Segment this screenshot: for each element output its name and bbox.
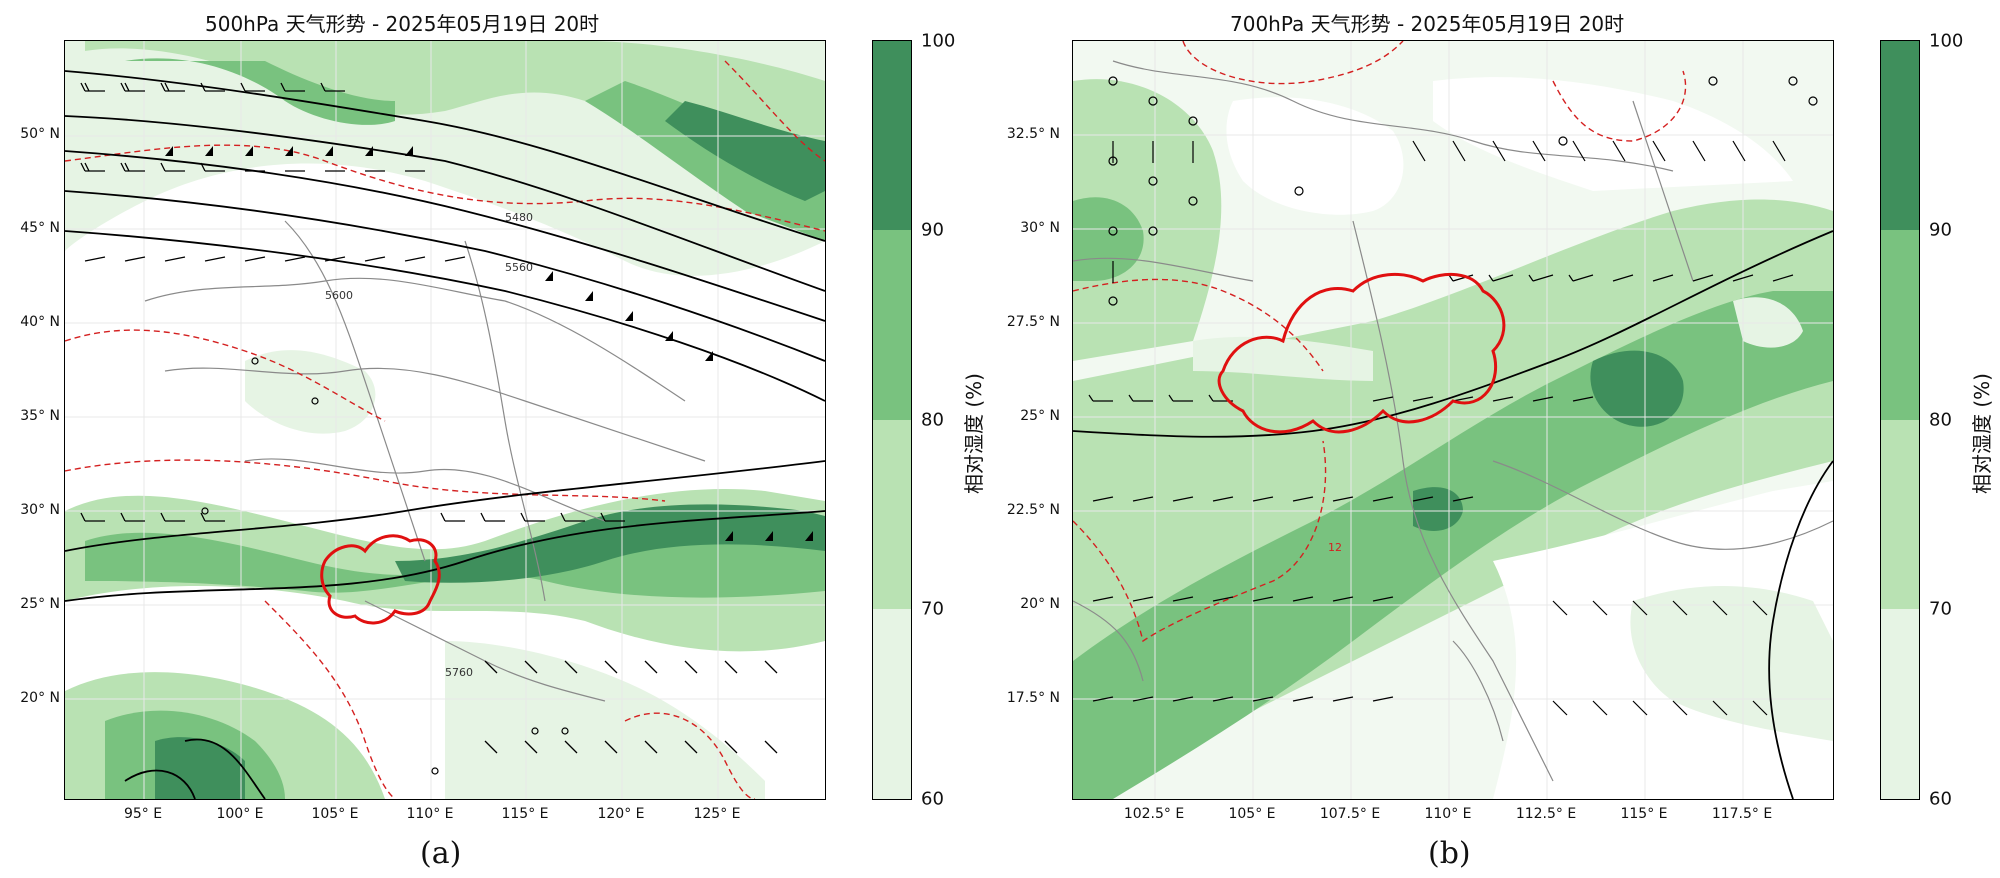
colorbar-label: 相对湿度 (%) <box>1970 373 1994 494</box>
lat-label: 40° N <box>20 314 60 330</box>
colorbar-segment <box>1881 230 1919 420</box>
lon-label: 117.5° E <box>1711 806 1773 822</box>
colorbar-tick: 60 <box>1929 788 1952 810</box>
province-boundaries <box>144 220 706 702</box>
wind-flags <box>165 146 813 541</box>
graticule <box>65 41 825 799</box>
lat-label: 20° N <box>1020 596 1060 612</box>
lon-label: 125° E <box>693 806 741 822</box>
lon-label: 102.5° E <box>1123 806 1185 822</box>
contour-labels: 5480 5560 5600 5760 <box>325 211 533 679</box>
lon-label: 115° E <box>501 806 549 822</box>
lon-label: 115° E <box>1620 806 1668 822</box>
map-title: 500hPa 天气形势 - 2025年05月19日 20时 <box>205 12 600 36</box>
geopotential-contours <box>65 70 825 799</box>
humidity-fill <box>1073 41 1833 799</box>
panel-700hpa: 700hPa 天气形势 - 2025年05月19日 20时 <box>1000 0 2000 878</box>
colorbar-segment <box>1881 420 1919 609</box>
colorbar-tick: 70 <box>1929 598 1952 620</box>
colorbar-tick: 100 <box>921 30 956 52</box>
colorbar: 100 90 80 70 60 <box>1880 31 1963 810</box>
study-region-outline <box>320 534 441 625</box>
colorbar-segment <box>1881 609 1919 799</box>
geopotential-contours <box>1073 230 1833 799</box>
calm-wind-markers <box>1108 76 1818 306</box>
colorbar-tick: 80 <box>921 409 944 431</box>
lat-label: 32.5° N <box>1006 126 1060 142</box>
lat-label: 30° N <box>20 502 60 518</box>
lat-label: 20° N <box>20 690 60 706</box>
lon-label: 120° E <box>597 806 645 822</box>
colorbar-segment <box>873 41 911 230</box>
lon-label: 105° E <box>1228 806 1276 822</box>
wind-barbs <box>80 82 778 754</box>
colorbar-tick: 90 <box>921 219 944 241</box>
lat-label: 17.5° N <box>1006 690 1060 706</box>
lat-label: 30° N <box>1020 220 1060 236</box>
colorbar: 100 90 80 70 60 <box>872 31 955 810</box>
temperature-contours <box>65 60 825 799</box>
lat-label: 25° N <box>20 596 60 612</box>
map-frame: 5480 5560 5600 5760 <box>64 40 826 800</box>
colorbar-label: 相对湿度 (%) <box>962 373 986 494</box>
colorbar-tick: 100 <box>1929 30 1964 52</box>
lat-label: 45° N <box>20 220 60 236</box>
contour-label: 5560 <box>505 261 533 274</box>
contour-label: 5600 <box>325 289 353 302</box>
colorbar-tick: 90 <box>1929 219 1952 241</box>
colorbar-tick: 60 <box>921 788 944 810</box>
lon-label: 110° E <box>1424 806 1472 822</box>
study-region-outline <box>1217 272 1506 434</box>
lon-label: 95° E <box>123 806 163 822</box>
contour-label: 5760 <box>445 666 473 679</box>
colorbar-segment <box>873 420 911 609</box>
calm-wind-markers <box>201 357 569 775</box>
lon-label: 107.5° E <box>1319 806 1381 822</box>
contour-labels: 12 <box>1328 541 1342 554</box>
contour-label: 12 <box>1328 541 1342 554</box>
lon-label: 105° E <box>311 806 359 822</box>
colorbar-segment <box>873 230 911 420</box>
weather-map-700hpa: 12 <box>1073 41 1833 799</box>
colorbar-tick: 70 <box>921 598 944 620</box>
map-title: 700hPa 天气形势 - 2025年05月19日 20时 <box>1230 12 1625 36</box>
lat-label: 22.5° N <box>1006 502 1060 518</box>
colorbar-segment <box>1881 41 1919 230</box>
lat-label: 35° N <box>20 408 60 424</box>
graticule <box>1073 41 1833 799</box>
lon-label: 100° E <box>216 806 264 822</box>
province-boundaries <box>1073 60 1833 782</box>
lon-label: 112.5° E <box>1515 806 1577 822</box>
panel-500hpa: 500hPa 天气形势 - 2025年05月19日 20时 <box>20 12 986 871</box>
humidity-fill <box>65 41 825 799</box>
lat-label: 25° N <box>1020 408 1060 424</box>
contour-label: 5480 <box>505 211 533 224</box>
panel-sublabel: (b) <box>1428 836 1471 871</box>
lat-label: 50° N <box>20 126 60 142</box>
panel-sublabel: (a) <box>420 836 462 871</box>
lat-label: 27.5° N <box>1006 314 1060 330</box>
lon-label: 110° E <box>406 806 454 822</box>
map-frame: 12 <box>1072 40 1834 800</box>
colorbar-tick: 80 <box>1929 409 1952 431</box>
weather-map-500hpa: 5480 5560 5600 5760 <box>65 41 825 799</box>
wind-barbs <box>1088 140 1794 716</box>
colorbar-segment <box>873 609 911 799</box>
